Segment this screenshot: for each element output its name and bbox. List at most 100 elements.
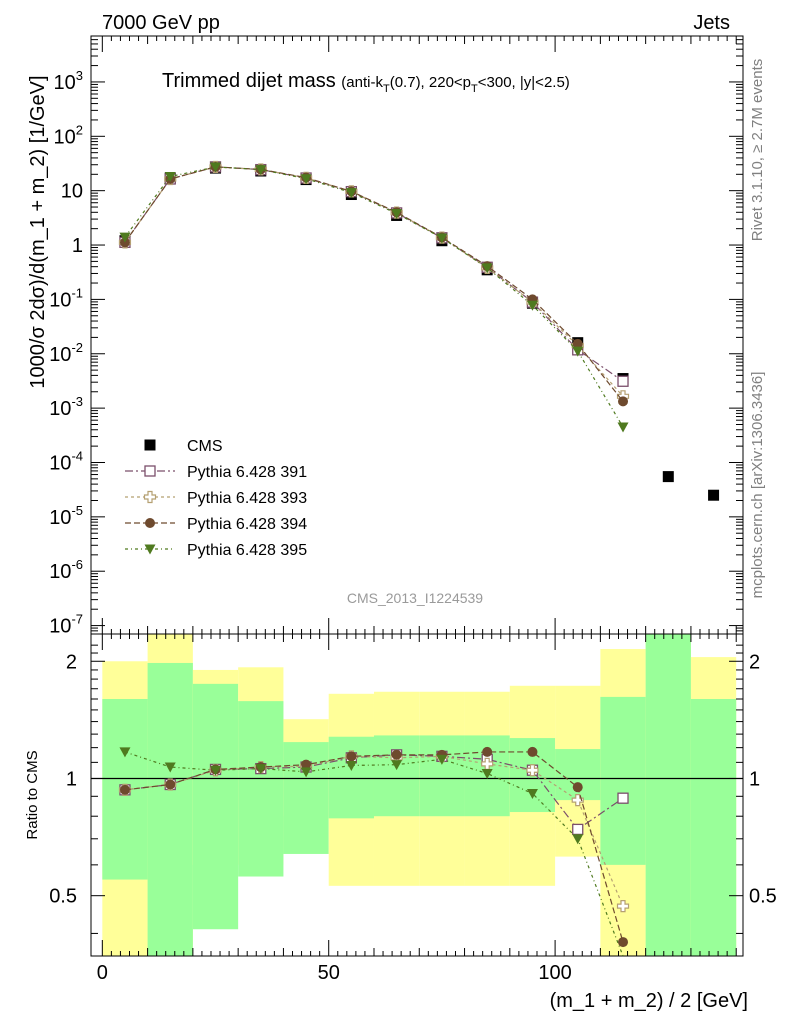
data-point: [255, 165, 267, 176]
y-tick-base: 10: [54, 72, 76, 94]
main-y-tick-label: 10-5: [49, 503, 83, 529]
ratio-point: [301, 759, 312, 770]
y-tick-exponent: -1: [71, 285, 83, 300]
ratio-point: [618, 937, 629, 948]
legend-marker: [144, 544, 156, 555]
y-tick-base: 10: [49, 616, 71, 638]
data-point: [119, 232, 131, 243]
ratio-y-tick-label-right: 2: [749, 651, 760, 673]
series-line-3: [124, 166, 624, 402]
series-4: [119, 162, 629, 433]
data-point: [662, 471, 674, 483]
legend-label: Pythia 6.428 393: [187, 490, 307, 507]
ratio-y-tick-label: 0.5: [49, 886, 77, 908]
plot-title-sub-p: T: [471, 83, 478, 95]
header-left: 7000 GeV pp: [102, 12, 220, 34]
y-tick-base: 10: [49, 398, 71, 420]
ratio-plot-frame: [90, 633, 744, 957]
data-point: [572, 346, 584, 357]
data-point: [617, 422, 629, 433]
legend-item: Pythia 6.428 393: [125, 490, 307, 507]
ratio-point: [571, 793, 584, 807]
data-point: [481, 263, 493, 274]
plot-title-sub-suffix: <300, |y|<2.5): [478, 74, 570, 91]
y-tick-exponent: -7: [71, 612, 83, 627]
main-y-tick-label: 10: [61, 181, 83, 203]
ratio-point: [572, 782, 583, 793]
ratio-y-axis-label: Ratio to CMS: [24, 750, 41, 839]
band-green-2: [192, 683, 239, 930]
data-point: [572, 338, 583, 349]
plot-title: Trimmed dijet mass (anti-kT(0.7), 220<pT…: [162, 70, 570, 95]
series-line-1: [124, 166, 624, 382]
ratio-point: [165, 779, 176, 790]
y-tick-exponent: 3: [76, 68, 83, 83]
ratio-point: [346, 751, 357, 762]
y-tick-exponent: -2: [71, 340, 83, 355]
data-point: [164, 172, 176, 183]
band-green-10: [555, 749, 601, 801]
ratio-y-axis: 0.5 0.5 1 1 2 2: [49, 644, 777, 934]
data-point: [708, 489, 720, 501]
y-tick-exponent: -4: [71, 448, 83, 463]
ratio-point: [481, 768, 493, 779]
series-line-4: [124, 166, 624, 428]
ratio-line-2: [124, 755, 624, 907]
legend-marker: [144, 439, 156, 451]
legend: CMS Pythia 6.428 391 Pythia 6.428 393 Pythi…: [125, 438, 307, 559]
legend-item: Pythia 6.428 394: [125, 516, 307, 533]
y-tick-exponent: -6: [71, 557, 83, 572]
y-tick-exponent: 2: [76, 122, 83, 137]
y-tick-exponent: -5: [71, 503, 83, 518]
ratio-point: [345, 760, 357, 771]
ratio-y-tick-label: 1: [66, 768, 77, 790]
main-y-tick-label: 103: [54, 68, 83, 94]
mcplots-label: mcplots.cern.ch [arXiv:1306.3436]: [749, 372, 766, 599]
band-green-11: [600, 696, 646, 865]
ratio-line-4: [124, 751, 624, 957]
legend-marker: [144, 465, 156, 477]
ratio-point: [119, 747, 131, 758]
ratio-y-tick-label: 2: [66, 651, 77, 673]
ratio-y-tick-label-right: 0.5: [749, 886, 777, 908]
ratio-point: [482, 746, 493, 757]
plot-title-sub-k: T: [383, 83, 390, 95]
main-y-tick-label: 10-3: [49, 394, 83, 420]
x-tick-label: 50: [318, 962, 340, 984]
band-green-1: [147, 662, 193, 956]
band-green-6: [373, 735, 420, 817]
x-axis-label: (m_1 + m_2) / 2 [GeV]: [550, 990, 748, 1012]
data-point: [300, 174, 312, 185]
series-3: [119, 161, 629, 407]
ratio-point: [526, 788, 538, 799]
ratio-point: [616, 900, 630, 913]
ratio-point: [572, 834, 584, 845]
legend-label: CMS: [187, 438, 223, 455]
y-tick-base: 10: [49, 507, 71, 529]
ratio-y-tick-label-right: 1: [749, 768, 760, 790]
data-point: [210, 162, 222, 173]
ratio-point: [210, 765, 222, 776]
rivet-version-label: Rivet 3.1.10, ≥ 2.7M events: [749, 59, 766, 242]
ratio-point: [300, 767, 312, 778]
data-point: [436, 233, 448, 244]
plot-title-sub-prefix: (anti-k: [341, 74, 383, 91]
band-green-4: [283, 742, 329, 854]
legend-label: Pythia 6.428 391: [187, 464, 307, 481]
data-point: [345, 188, 357, 199]
legend-label: Pythia 6.428 395: [187, 542, 307, 559]
ratio-point: [436, 754, 448, 765]
data-point: [526, 300, 538, 311]
legend-item: CMS: [144, 438, 223, 455]
ratio-series-4: [119, 747, 624, 957]
ratio-point: [391, 760, 403, 771]
band-green-12: [645, 634, 691, 956]
y-axis-label: 1000/σ 2dσ)/d(m_1 + m_2) [1/GeV]: [27, 75, 49, 388]
main-y-tick-label: 1: [72, 235, 83, 257]
plot-title-sub-mid: (0.7), 220<p: [390, 74, 471, 91]
data-point: [617, 375, 629, 387]
legend-marker: [143, 490, 157, 504]
x-tick-label: 0: [97, 962, 108, 984]
legend-label: Pythia 6.428 394: [187, 516, 307, 533]
